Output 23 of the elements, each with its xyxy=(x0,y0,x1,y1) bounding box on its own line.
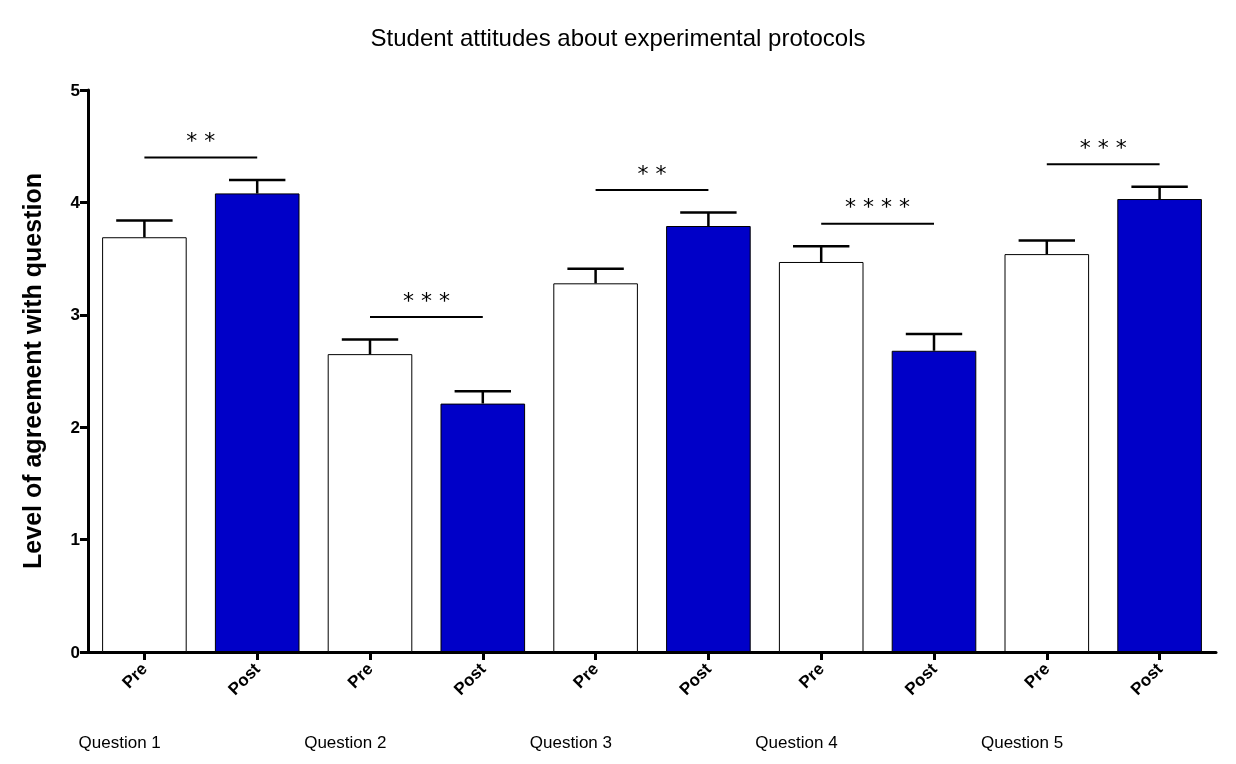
y-tick-label: 3 xyxy=(70,305,80,325)
annotation: * * * xyxy=(402,287,450,313)
annotation: * * xyxy=(637,160,667,186)
text: Question 1 xyxy=(78,733,161,752)
annotation: * * xyxy=(186,127,216,153)
y-tick-label: 5 xyxy=(70,80,80,100)
y-axis-title: Level of agreement with question xyxy=(17,173,46,569)
text: Question 5 xyxy=(980,733,1064,752)
x-tick-label: Pre xyxy=(1020,659,1054,693)
annotation: * * * xyxy=(1079,134,1127,160)
text: Question 2 xyxy=(304,733,387,752)
y-tick-label: 1 xyxy=(70,530,80,550)
text: Question 3 xyxy=(529,733,612,752)
x-tick-label: Pre xyxy=(343,659,377,693)
x-tick-label: Pre xyxy=(569,659,603,693)
y-tick-label: 4 xyxy=(70,192,81,212)
annotation: * * * * xyxy=(845,194,911,220)
y-tick-label: 2 xyxy=(70,417,80,437)
y-tick-label: 0 xyxy=(70,642,80,662)
x-tick-label: Pre xyxy=(118,659,152,693)
x-tick-label: Pre xyxy=(795,659,828,693)
chart-title: Student attitudes about experimental protocols xyxy=(370,23,866,51)
text: Question 4 xyxy=(755,733,838,752)
